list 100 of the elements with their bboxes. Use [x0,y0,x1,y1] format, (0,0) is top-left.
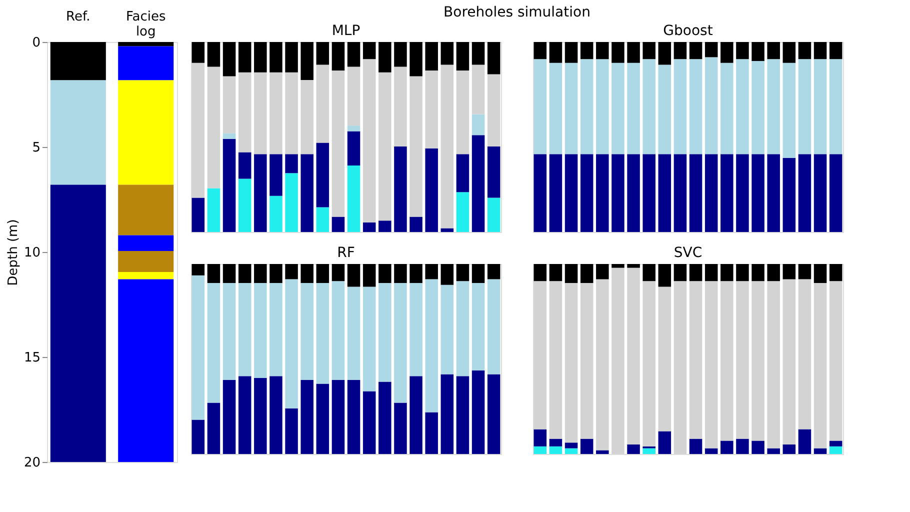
bar [798,264,812,280]
bar [410,376,422,454]
bar [347,126,360,132]
bar [410,283,422,376]
bar [534,154,547,232]
bar [192,275,205,420]
bar [752,281,764,441]
x-tick-label: Facies log [126,10,166,40]
bar [254,264,267,283]
bar [752,61,764,154]
bar [378,42,392,72]
bar [549,446,562,454]
bar [798,279,812,430]
bar [534,429,547,446]
bar [752,154,764,232]
bar [564,264,578,283]
bar [270,42,282,72]
bar [782,158,796,232]
bar [798,429,812,454]
bar [238,72,252,152]
bar [347,42,360,67]
bar [347,264,360,287]
bar [767,154,780,232]
bar [456,70,470,154]
y-tick-label: 0 [32,36,40,50]
bar [534,264,547,282]
bar [332,264,345,282]
bar [285,279,298,408]
bar [564,448,578,454]
bar [118,235,174,251]
bar [689,264,702,282]
bar [580,59,594,154]
x-tick-label: Ref. [66,10,90,24]
bar [736,154,749,232]
bar [378,264,392,283]
bar [829,264,842,282]
bar [549,281,562,439]
y-tick-label: 15 [24,350,40,366]
bar [798,59,812,154]
bar [425,412,438,454]
bar [627,444,640,454]
bar [534,446,547,454]
bar [440,64,454,228]
bar [118,250,174,272]
bar [118,279,174,462]
bar [642,264,656,282]
bar [767,281,780,448]
bar [829,446,842,454]
bar [300,264,314,283]
bar [814,448,827,454]
bar [767,264,780,282]
bar [782,42,796,63]
bar [627,268,640,444]
bar [254,42,267,72]
bar [564,283,578,443]
bar [362,59,376,222]
bar [689,42,702,60]
bar [580,154,594,232]
bar [736,42,749,60]
bar [549,62,562,154]
bar [674,154,687,232]
bar [736,438,749,454]
bar [238,264,252,283]
bar [254,283,267,378]
bar [425,264,438,280]
bar [814,264,827,283]
bar [487,42,500,74]
bar [782,62,796,158]
bar [782,444,796,454]
bar [767,42,780,60]
bar [564,442,578,448]
chart-title: Gboost [663,23,714,39]
bar [814,59,827,154]
bar [270,154,282,196]
bar [300,380,314,454]
bar [285,72,298,154]
bar [118,184,174,236]
bar [207,264,220,283]
bar [798,42,812,60]
bar [472,264,485,283]
bar [378,283,392,382]
y-axis-title: Depth (m) [6,219,21,286]
bar [254,72,267,154]
bar [642,154,656,232]
bar [689,154,702,232]
bar [704,264,718,282]
bar [627,62,640,154]
bar [222,264,236,283]
bar [316,142,330,208]
bar [829,59,842,154]
bar [207,402,220,454]
bar [440,42,454,65]
bar [378,72,392,221]
bar [456,281,470,376]
bar [394,283,407,403]
bar [425,148,438,232]
bar [347,66,360,126]
bar [192,420,205,454]
bar [720,264,734,282]
bar [487,264,500,280]
